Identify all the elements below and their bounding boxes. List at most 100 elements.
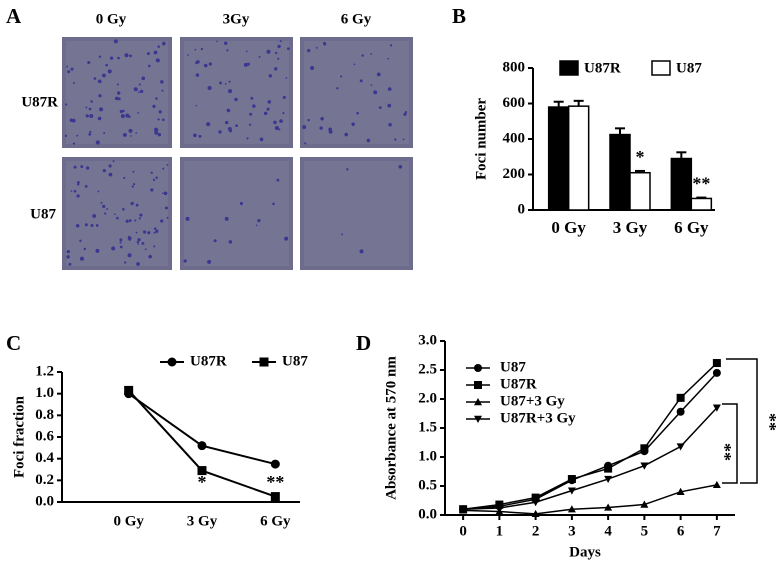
colony [112,160,115,163]
x-tick-label: 5 [641,523,649,539]
colony [162,192,164,195]
colony [70,190,73,192]
colony [95,248,100,253]
point [567,475,576,484]
colony [153,127,159,132]
point [531,509,540,518]
colony [207,85,212,91]
colony [127,253,132,258]
colony [359,79,363,83]
legend-swatch [651,60,671,76]
colony [68,262,72,266]
y-tick-label: 2.5 [418,361,437,377]
colony [274,67,278,71]
colony [93,77,97,80]
colony [132,170,135,173]
colony [136,262,140,266]
colony [302,125,307,130]
colony [87,60,91,65]
colony [157,133,162,137]
column-label: 0 Gy [96,11,127,27]
colony [378,106,382,109]
series-line [463,484,718,515]
y-tick-label: 0.0 [418,506,437,522]
colony [155,58,160,63]
y-tick-label: 1.0 [35,385,54,401]
colony [226,49,229,52]
x-tick-label: 6 [677,523,685,539]
colony [356,111,359,115]
colony [282,112,285,115]
colony [152,178,156,182]
legend-marker [474,364,482,372]
legend-marker [474,398,482,406]
colony [307,49,311,53]
colony [153,245,156,248]
point [676,393,685,402]
x-tick-label: 1 [496,523,504,539]
colony [155,97,158,100]
colony [133,87,138,92]
colony [102,204,106,208]
bar [690,197,713,211]
colony [67,70,71,74]
colony [239,201,243,206]
plate-shade [66,41,168,144]
colony [90,100,93,103]
colony [235,124,238,128]
colony [141,76,146,81]
colony [218,130,222,134]
colony [76,134,79,137]
colony [128,235,131,238]
colony [124,53,129,58]
colony [249,112,253,116]
bracket [726,358,758,484]
colony [225,120,229,125]
colony [85,106,88,109]
point [270,459,280,469]
colony [340,75,343,78]
colony [97,116,102,121]
colony [73,189,77,193]
colony [130,201,134,206]
colony [125,113,130,118]
colony [77,180,80,184]
point [640,500,649,508]
plate-shade [184,41,289,144]
colony [155,229,159,233]
point [604,503,613,511]
colony [250,96,254,100]
colony [162,41,166,46]
colony [117,97,121,101]
point [676,407,685,416]
colony [153,50,158,55]
colony [370,84,373,86]
significance: ** [760,413,777,431]
y-axis-label: Foci fraction [11,395,27,478]
colony [64,134,68,138]
colony [163,191,168,196]
colony [344,132,349,137]
colony [336,87,339,90]
point [676,487,685,495]
colony [273,120,277,125]
colony [282,95,286,99]
colony [341,233,344,236]
colony [142,230,147,234]
colony [95,224,99,227]
colony [259,137,264,142]
colony [361,54,364,57]
series-line [128,392,276,466]
colony [89,114,94,118]
colony [320,117,324,121]
colony [122,207,125,211]
colony [146,52,150,56]
colony [72,81,75,84]
colony [136,240,139,244]
colony [157,118,160,121]
colony [164,206,168,210]
colony [89,130,92,133]
x-tick-label: 3 Gy [187,513,218,529]
colony [102,73,106,78]
